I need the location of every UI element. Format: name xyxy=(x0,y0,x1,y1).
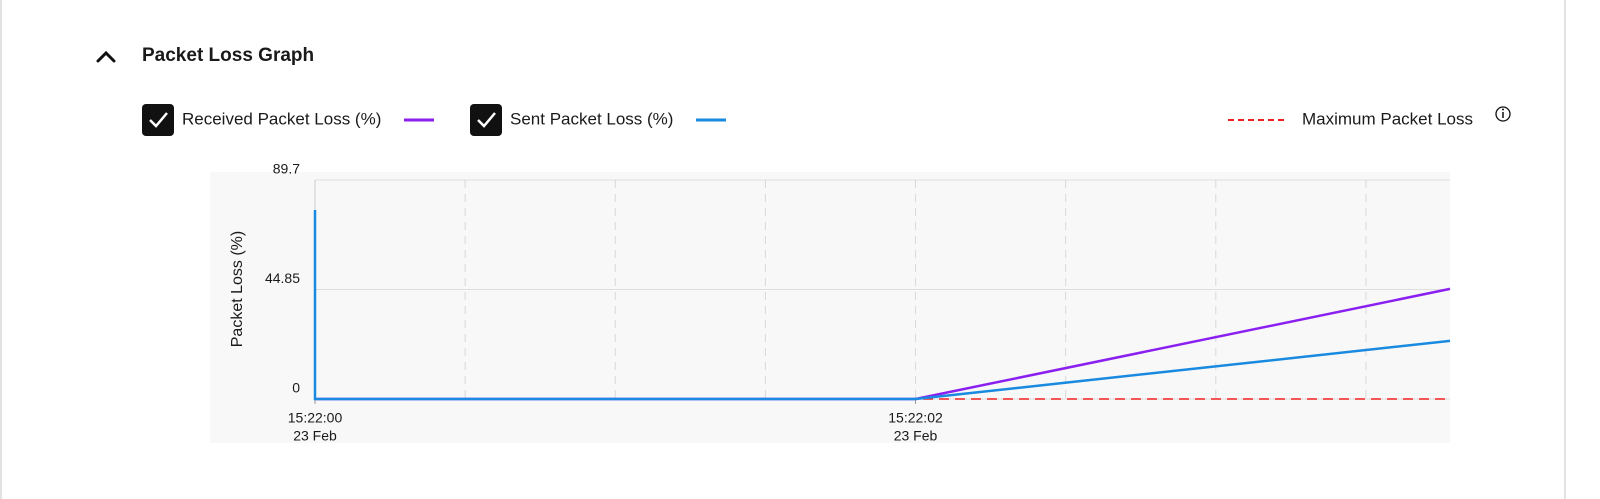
legend-label: Maximum Packet Loss xyxy=(1302,109,1473,128)
x-tick-date: 23 Feb xyxy=(894,428,938,444)
section-title: Packet Loss Graph xyxy=(142,45,314,66)
y-tick-label: 44.85 xyxy=(265,270,300,286)
y-tick-label: 0 xyxy=(292,380,300,396)
plot-background xyxy=(210,172,1450,443)
x-tick-label: 15:22:02 xyxy=(888,410,943,426)
x-tick-label: 15:22:00 xyxy=(288,410,343,426)
legend-label: Received Packet Loss (%) xyxy=(182,109,381,128)
x-tick-date: 23 Feb xyxy=(293,428,337,444)
checkmark xyxy=(149,112,168,128)
legend-checkbox[interactable] xyxy=(470,104,502,136)
y-tick-label: 89.7 xyxy=(273,161,300,177)
info-icon-dot xyxy=(1502,108,1504,111)
legend-label: Sent Packet Loss (%) xyxy=(510,109,673,128)
collapse-chevron[interactable] xyxy=(96,50,116,63)
checkmark xyxy=(477,112,496,128)
series-line xyxy=(313,210,1451,401)
y-axis-title: Packet Loss (%) xyxy=(229,231,246,347)
info-icon[interactable] xyxy=(1495,106,1511,122)
legend-checkbox[interactable] xyxy=(142,104,174,136)
